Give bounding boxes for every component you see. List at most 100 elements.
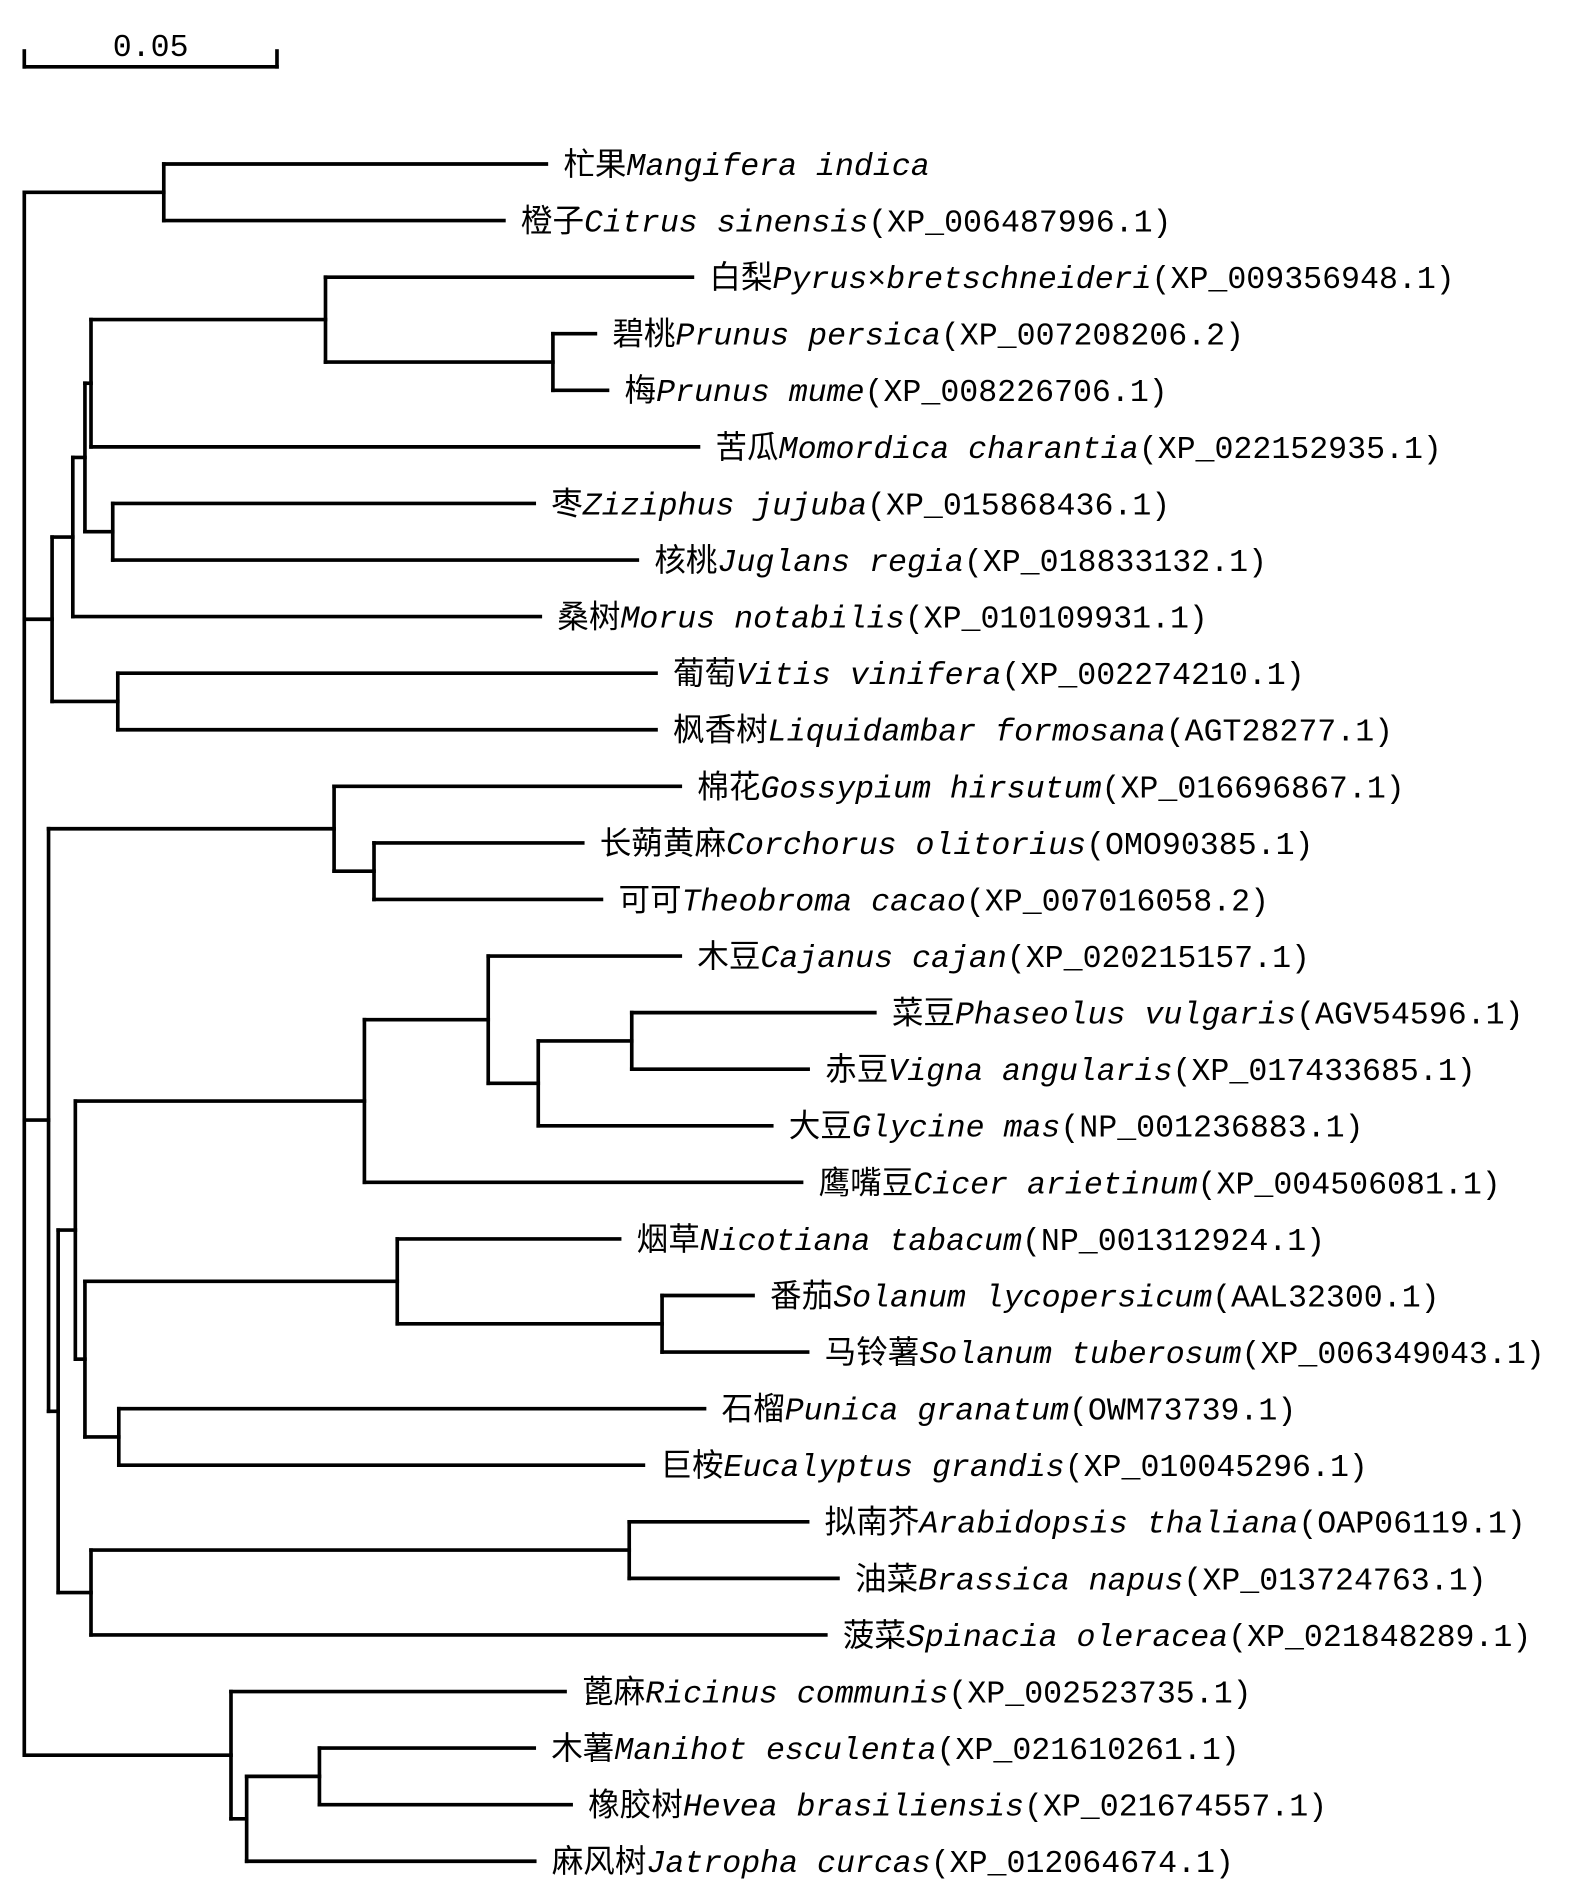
chinese-name: 苦瓜 (715, 430, 778, 468)
tree-branches (22, 162, 877, 1864)
leaf-label-8: 核桃Juglans regia(XP_018833132.1) (654, 543, 1267, 581)
leaf-label-2: 橙子Citrus sinensis(XP_006487996.1) (521, 204, 1172, 242)
latin-name: Cicer arietinum (913, 1168, 1197, 1203)
chinese-name: 枣 (551, 486, 583, 524)
chinese-name: 桑树 (557, 600, 620, 638)
chinese-name: 核桃 (654, 543, 717, 581)
latin-name: Cajanus cajan (760, 942, 1006, 977)
accession: (XP_006487996.1) (868, 207, 1171, 242)
accession: (XP_010045296.1) (1065, 1451, 1368, 1486)
chinese-name: 可可 (618, 885, 681, 920)
chinese-name: 菠菜 (843, 1618, 906, 1656)
latin-name: Manihot esculenta (614, 1734, 936, 1769)
accession: (XP_022152935.1) (1139, 433, 1442, 468)
leaf-label-4: 碧桃Prunus persica(XP_007208206.2) (612, 317, 1244, 355)
latin-name: Liquidambar formosana (768, 716, 1166, 751)
chinese-name: 长蒴黄麻 (600, 826, 726, 864)
latin-name: Eucalyptus grandis (724, 1451, 1065, 1486)
chinese-name: 烟草 (637, 1222, 700, 1260)
latin-name: Punica granatum (785, 1395, 1069, 1430)
leaf-label-17: 赤豆Vigna angularis(XP_017433685.1) (825, 1053, 1476, 1090)
scale-bar: 0.05 (22, 31, 279, 69)
chinese-name: 石榴 (722, 1392, 785, 1430)
accession: (XP_007016058.2) (966, 885, 1269, 920)
leaf-label-20: 烟草Nicotiana tabacum(NP_001312924.1) (637, 1222, 1326, 1260)
chinese-name: 大豆 (789, 1109, 852, 1147)
latin-name: Citrus sinensis (584, 207, 868, 242)
leaf-label-5: 梅Prunus mume(XP_008226706.1) (625, 373, 1168, 411)
accession: (XP_007208206.2) (941, 320, 1244, 355)
chinese-name: 番茄 (770, 1278, 833, 1316)
chinese-name: 马铃薯 (825, 1335, 920, 1373)
leaf-label-23: 石榴Punica granatum(OWM73739.1) (722, 1392, 1297, 1430)
accession: (AGT28277.1) (1166, 716, 1393, 751)
chinese-name: 菜豆 (892, 996, 955, 1034)
accession: (OMO90385.1) (1086, 829, 1313, 864)
accession: (XP_009356948.1) (1152, 263, 1455, 298)
accession: (AGV54596.1) (1296, 999, 1523, 1034)
latin-name: Solanum tuberosum (919, 1338, 1241, 1373)
accession: (XP_004506081.1) (1198, 1168, 1501, 1203)
latin-name: Vitis vinifera (736, 659, 1001, 694)
leaf-label-7: 枣Ziziphus jujuba(XP_015868436.1) (551, 486, 1170, 524)
chinese-name: 橙子 (521, 204, 584, 242)
leaf-label-22: 马铃薯Solanum tuberosum(XP_006349043.1) (825, 1335, 1545, 1373)
accession: (XP_002523735.1) (948, 1677, 1251, 1712)
accession: (OAP06119.1) (1298, 1508, 1525, 1543)
accession: (XP_021848289.1) (1228, 1621, 1531, 1656)
accession: (XP_021674557.1) (1024, 1791, 1327, 1826)
accession: (XP_013724763.1) (1183, 1564, 1486, 1599)
latin-name: Jatropha curcas (646, 1847, 930, 1882)
scale-bar-label: 0.05 (113, 31, 189, 66)
chinese-name: 橡胶树 (588, 1788, 683, 1826)
chinese-name: 枫香树 (673, 713, 768, 751)
chinese-name: 鹰嘴豆 (819, 1165, 914, 1203)
chinese-name: 杧果 (563, 147, 626, 185)
chinese-name: 油菜 (855, 1561, 918, 1599)
chinese-name: 木薯 (551, 1731, 614, 1769)
leaf-label-21: 番茄Solanum lycopersicum(AAL32300.1) (770, 1278, 1440, 1316)
leaf-label-18: 大豆Glycine mas(NP_001236883.1) (789, 1109, 1364, 1147)
chinese-name: 赤豆 (825, 1053, 888, 1090)
latin-name: Spinacia oleracea (906, 1621, 1228, 1656)
chinese-name: 碧桃 (612, 317, 675, 355)
accession: (XP_015868436.1) (867, 489, 1170, 524)
accession: (XP_006349043.1) (1242, 1338, 1545, 1373)
latin-name: Corchorus olitorius (726, 829, 1086, 864)
chinese-name: 棉花 (697, 769, 760, 807)
accession: (XP_010109931.1) (905, 603, 1208, 638)
latin-name: Nicotiana tabacum (700, 1225, 1022, 1260)
leaf-label-6: 苦瓜Momordica charantia(XP_022152935.1) (715, 430, 1441, 468)
latin-name: Hevea brasiliensis (683, 1791, 1024, 1826)
latin-name: Brassica napus (918, 1564, 1183, 1599)
leaf-label-24: 巨桉Eucalyptus grandis(XP_010045296.1) (660, 1448, 1367, 1486)
leaf-label-28: 蓖麻Ricinus communis(XP_002523735.1) (582, 1674, 1252, 1712)
chinese-name: 麻风树 (552, 1844, 647, 1882)
accession: (XP_012064674.1) (931, 1847, 1234, 1882)
accession: (NP_001312924.1) (1022, 1225, 1325, 1260)
accession: (NP_001236883.1) (1060, 1112, 1363, 1147)
chinese-name: 木豆 (697, 939, 760, 977)
latin-name: Ricinus communis (645, 1677, 948, 1712)
leaf-label-10: 葡萄Vitis vinifera(XP_002274210.1) (673, 656, 1305, 694)
leaf-label-3: 白梨Pyrus×bretschneideri(XP_009356948.1) (709, 260, 1454, 298)
latin-name: Theobroma cacao (682, 885, 966, 920)
accession: (XP_017433685.1) (1173, 1055, 1476, 1090)
leaf-label-15: 木豆Cajanus cajan(XP_020215157.1) (697, 939, 1310, 977)
leaf-label-14: 可可Theobroma cacao(XP_007016058.2) (618, 885, 1269, 920)
leaf-label-30: 橡胶树Hevea brasiliensis(XP_021674557.1) (588, 1788, 1327, 1826)
leaf-label-27: 菠菜Spinacia oleracea(XP_021848289.1) (843, 1618, 1532, 1656)
latin-name: Ziziphus jujuba (582, 489, 867, 524)
leaf-label-9: 桑树Morus notabilis(XP_010109931.1) (557, 600, 1208, 638)
latin-name: Pyrus×bretschneideri (773, 263, 1152, 298)
chinese-name: 蓖麻 (582, 1674, 645, 1712)
accession: (XP_018833132.1) (964, 546, 1267, 581)
leaf-label-16: 菜豆Phaseolus vulgaris(AGV54596.1) (892, 996, 1524, 1034)
latin-name: Phaseolus vulgaris (955, 999, 1296, 1034)
latin-name: Gossypium hirsutum (760, 772, 1101, 807)
accession: (OWM73739.1) (1069, 1395, 1296, 1430)
leaf-label-25: 拟南芥Arabidopsis thaliana(OAP06119.1) (825, 1505, 1526, 1543)
latin-name: Juglans regia (717, 546, 963, 581)
